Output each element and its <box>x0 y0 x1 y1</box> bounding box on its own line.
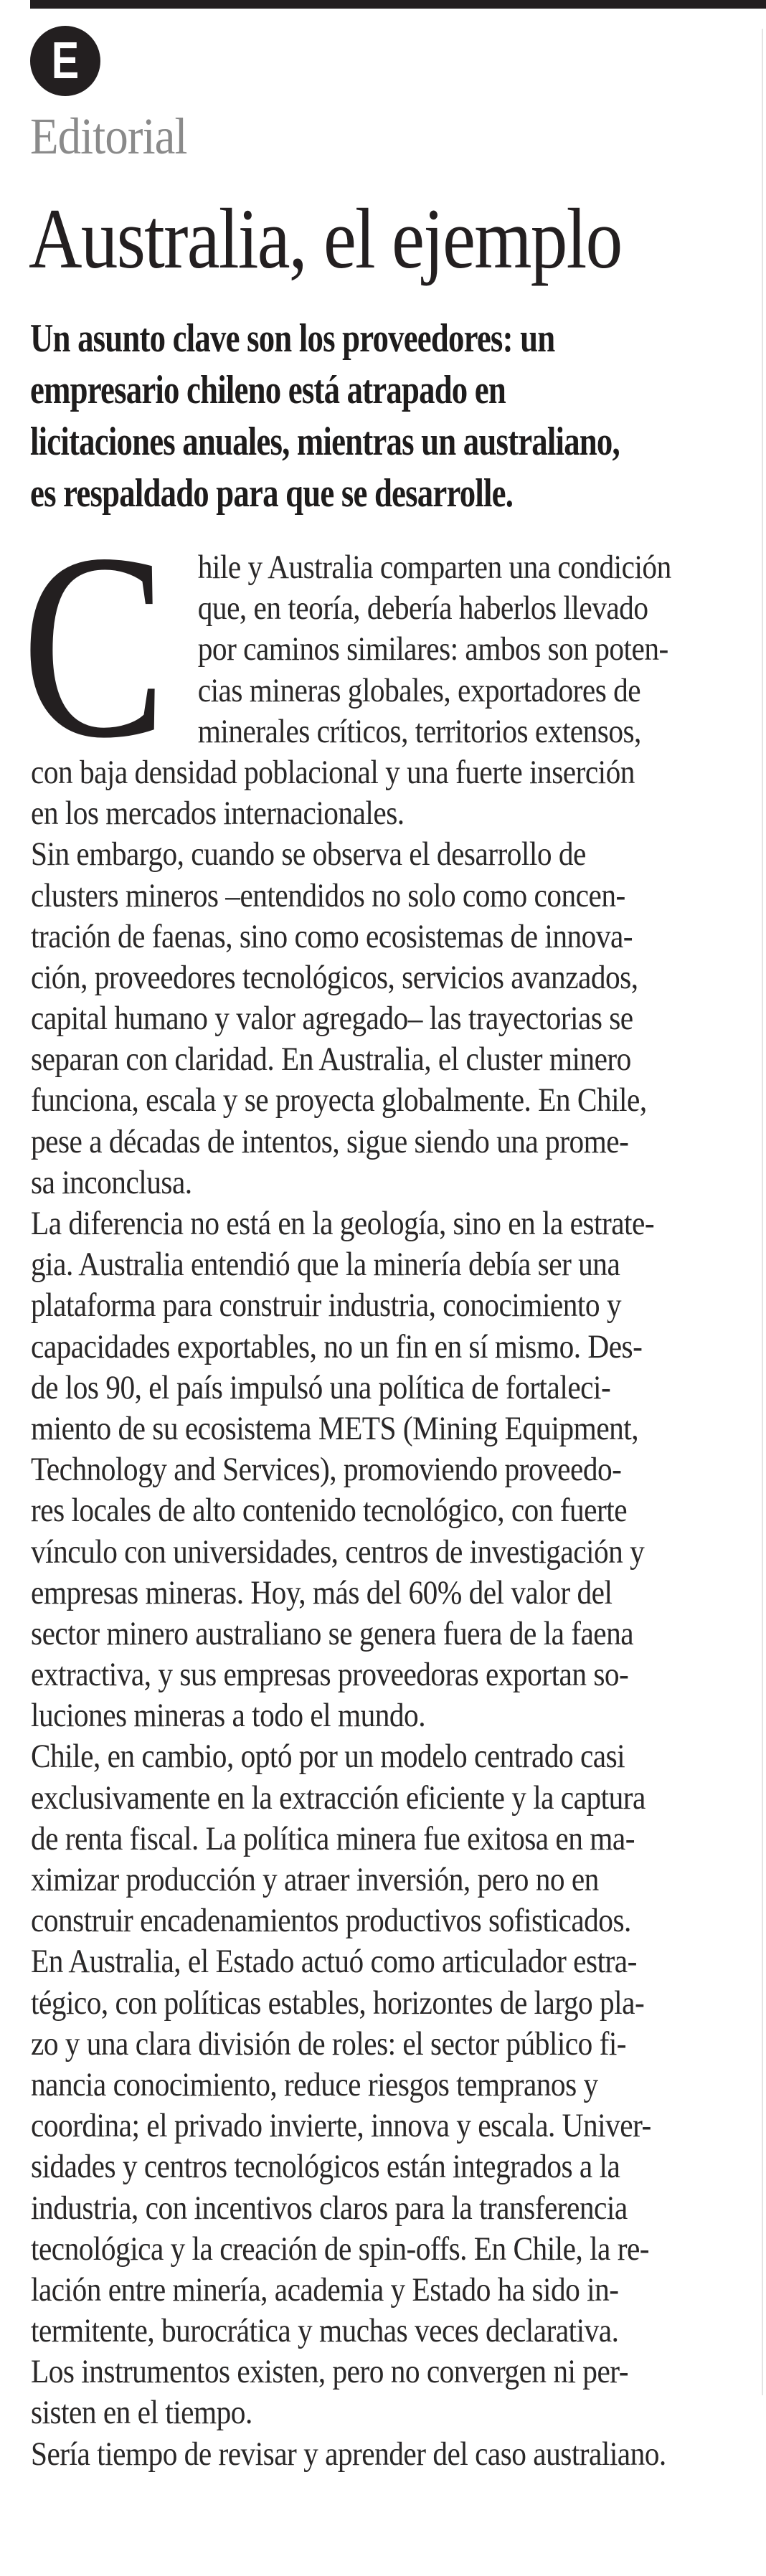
drop-cap: C <box>22 499 167 793</box>
text-line: tégico, con políticas estables, horizont… <box>31 1984 645 2022</box>
text-line: coordina; el privado invierte, innova y … <box>31 2107 651 2145</box>
section-label: Editorial <box>30 108 188 165</box>
paragraph: Sería tiempo de revisar y aprender del c… <box>31 2434 753 2475</box>
text-line: separan con claridad. En Australia, el c… <box>31 1041 631 1079</box>
text-line: capital humano y valor agregado– las tra… <box>31 1000 633 1038</box>
badge-letter: E <box>51 32 80 90</box>
text-line: plataforma para construir industria, con… <box>31 1287 622 1325</box>
text-line: res locales de alto contenido tecnológic… <box>31 1492 628 1530</box>
text-line: ción, proveedores tecnológicos, servicio… <box>31 958 638 996</box>
text-line: gia. Australia entendió que la minería d… <box>31 1246 620 1284</box>
text-line: de los 90, el país impulsó una política … <box>31 1368 611 1406</box>
text-line: en los mercados internacionales. <box>31 795 405 833</box>
text-line: luciones mineras a todo el mundo. <box>31 1697 426 1735</box>
text-line: capacidades exportables, no un fin en sí… <box>31 1327 643 1365</box>
deck-line: licitaciones anuales, mientras un austra… <box>30 420 620 464</box>
text-line: ximizar producción y atraer inversión, p… <box>31 1861 599 1898</box>
text-line: Technology and Services), promoviendo pr… <box>31 1451 622 1489</box>
text-line: Los instrumentos existen, pero no conver… <box>31 2353 628 2391</box>
text-line: tecnológica y la creación de spin-offs. … <box>31 2230 650 2268</box>
editorial-badge-icon: E <box>30 26 100 96</box>
text-line: empresas mineras. Hoy, más del 60% del v… <box>31 1573 613 1611</box>
text-line: minerales críticos, territorios extensos… <box>197 712 642 750</box>
deck-line: es respaldado para que se desarrolle. <box>30 471 514 516</box>
text-line: Sería tiempo de revisar y aprender del c… <box>31 2435 666 2473</box>
text-line: hile y Australia comparten una condición <box>197 549 672 586</box>
deck-line: empresario chileno está atrapado en <box>30 368 506 412</box>
text-line: nancia conocimiento, reduce riesgos temp… <box>31 2065 598 2103</box>
text-line: sidades y centros tecnológicos están int… <box>31 2148 620 2186</box>
text-line: extractiva, y sus empresas proveedoras e… <box>31 1656 629 1694</box>
text-line: cias mineras globales, exportadores de <box>197 671 641 709</box>
paragraph: hile y Australia comparten una condición… <box>31 547 753 834</box>
text-line: construir encadenamientos productivos so… <box>31 1902 631 1940</box>
text-line: con baja densidad poblacional y una fuer… <box>31 753 635 791</box>
text-line: industria, con incentivos claros para la… <box>31 2189 628 2227</box>
text-line: tración de faenas, sino como ecosistemas… <box>31 917 633 955</box>
text-line: por caminos similares: ambos son poten- <box>197 630 669 668</box>
text-line: termitente, burocrática y muchas veces d… <box>31 2312 619 2350</box>
text-line: La diferencia no está en la geología, si… <box>31 1205 655 1242</box>
text-line: clusters mineros –entendidos no solo com… <box>31 876 625 914</box>
text-line: que, en teoría, debería haberlos llevado <box>197 589 648 628</box>
text-line: funciona, escala y se proyecta globalmen… <box>31 1081 647 1119</box>
article-deck: Un asunto clave son los proveedores: un … <box>30 313 766 519</box>
text-line: lación entre minería, academia y Estado … <box>31 2270 619 2309</box>
text-line: de renta fiscal. La política minera fue … <box>31 1819 635 1857</box>
column-divider <box>762 29 763 2395</box>
text-line: sa inconclusa. <box>31 1163 192 1201</box>
text-line: miento de su ecosistema METS (Mining Equ… <box>31 1409 639 1447</box>
paragraph: La diferencia no está en la geología, si… <box>31 1203 753 1736</box>
text-line: zo y una clara división de roles: el sec… <box>31 2025 627 2063</box>
top-rule <box>30 0 766 9</box>
text-line: pese a décadas de intentos, sigue siendo… <box>31 1122 629 1160</box>
text-line: sisten en el tiempo. <box>31 2394 252 2432</box>
text-line: vínculo con universidades, centros de in… <box>31 1533 645 1571</box>
paragraph: Sin embargo, cuando se observa el desarr… <box>31 834 753 1203</box>
text-line: sector minero australiano se genera fuer… <box>31 1614 634 1652</box>
article-body: hile y Australia comparten una condición… <box>31 547 753 2475</box>
deck-line: Un asunto clave son los proveedores: un <box>30 316 555 361</box>
article-title: Australia, el ejemplo <box>29 191 623 286</box>
text-line: Chile, en cambio, optó por un modelo cen… <box>31 1738 625 1776</box>
text-line: En Australia, el Estado actuó como artic… <box>31 1943 637 1981</box>
paragraph: Chile, en cambio, optó por un modelo cen… <box>31 1736 753 2433</box>
text-line: Sin embargo, cuando se observa el desarr… <box>31 835 586 873</box>
text-line: exclusivamente en la extracción eficient… <box>31 1779 646 1817</box>
